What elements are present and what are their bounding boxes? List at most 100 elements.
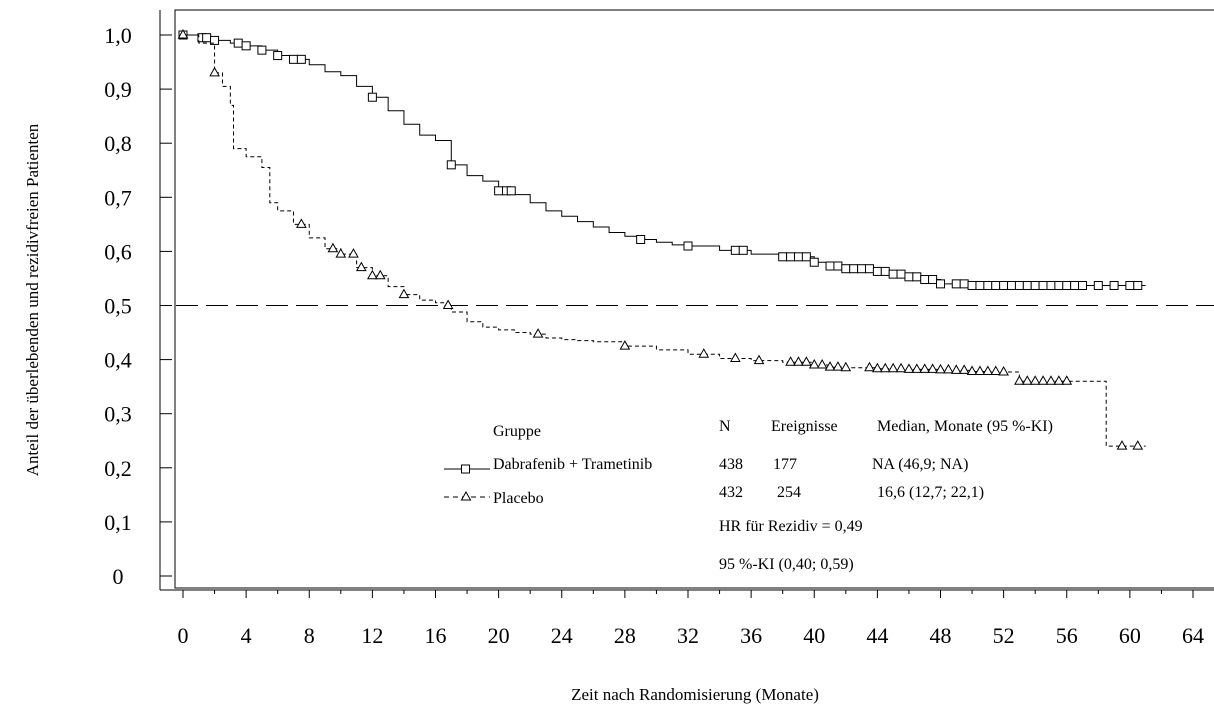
censor-mark-dabrafenib — [506, 186, 516, 196]
censor-mark-placebo — [958, 364, 970, 374]
legend-header-n: N — [719, 418, 731, 435]
censor-mark-dabrafenib — [494, 186, 504, 196]
censor-mark-placebo — [801, 356, 812, 366]
legend-note-ci: 95 %-KI (0,40; 0,59) — [719, 556, 854, 573]
censor-mark-placebo — [816, 358, 828, 369]
censor-mark-dabrafenib — [1125, 280, 1135, 290]
censor-mark-placebo — [840, 361, 852, 372]
censor-mark-placebo — [903, 363, 915, 373]
legend-events-dabrafenib: 177 — [773, 456, 797, 473]
censor-mark-dabrafenib — [241, 41, 251, 51]
censor-mark-dabrafenib — [833, 261, 843, 271]
censor-mark-dabrafenib — [928, 275, 938, 285]
x-tick-label: 56 — [1056, 623, 1078, 648]
x-tick-label: 8 — [304, 623, 315, 648]
censor-mark-placebo — [327, 242, 339, 253]
censor-mark-dabrafenib — [1062, 280, 1072, 290]
series-group — [177, 28, 1146, 450]
censor-mark-placebo — [1053, 375, 1065, 385]
censor-mark-dabrafenib — [778, 252, 788, 262]
censor-mark-dabrafenib — [202, 33, 212, 43]
censor-mark-placebo — [824, 361, 836, 371]
censor-mark-dabrafenib — [683, 241, 693, 251]
y-tick-label: 0,5 — [104, 294, 132, 319]
censor-mark-dabrafenib — [1133, 280, 1143, 290]
censor-mark-dabrafenib — [951, 279, 961, 289]
censor-mark-placebo — [879, 362, 891, 373]
censor-mark-dabrafenib — [983, 280, 993, 290]
censor-mark-placebo — [974, 365, 986, 376]
censor-mark-dabrafenib — [1093, 280, 1103, 290]
censor-mark-placebo — [998, 366, 1009, 376]
censor-mark-placebo — [398, 288, 410, 299]
censor-mark-placebo — [1021, 375, 1033, 385]
censor-mark-dabrafenib — [1007, 280, 1017, 290]
censor-mark-placebo — [753, 354, 765, 365]
x-tick-label: 28 — [614, 623, 636, 648]
y-axis-title: Anteil der überlebenden und rezidivfreie… — [23, 123, 42, 476]
censor-mark-placebo — [698, 348, 710, 358]
censor-mark-placebo — [935, 363, 946, 374]
x-tick-label: 16 — [425, 623, 447, 648]
censor-mark-placebo — [864, 361, 875, 372]
censor-mark-placebo — [374, 269, 386, 280]
x-axis-title: Zeit nach Randomisierung (Monate) — [571, 685, 819, 704]
x-tick-label: 44 — [866, 623, 888, 648]
censor-mark-dabrafenib — [730, 245, 740, 255]
censor-mark-dabrafenib — [904, 272, 914, 282]
x-tick-label: 4 — [241, 623, 252, 648]
censor-mark-dabrafenib — [446, 160, 456, 170]
censor-mark-placebo — [919, 363, 931, 373]
y-tick-label: 1,0 — [104, 23, 132, 48]
censor-mark-dabrafenib — [920, 275, 930, 285]
censor-mark-placebo — [1045, 375, 1057, 385]
censor-mark-dabrafenib — [912, 272, 922, 282]
censor-mark-dabrafenib — [864, 264, 874, 274]
censor-mark-placebo — [785, 356, 796, 366]
censor-mark-dabrafenib — [991, 280, 1001, 290]
censor-mark-placebo — [1132, 440, 1144, 450]
x-tick-label: 40 — [803, 623, 825, 648]
censor-mark-dabrafenib — [872, 266, 882, 276]
x-tick-label: 64 — [1182, 623, 1204, 648]
legend-marker-placebo — [460, 490, 472, 501]
x-tick-label: 24 — [551, 623, 573, 648]
x-tick-label: 12 — [361, 623, 383, 648]
censor-mark-placebo — [348, 248, 359, 258]
censor-mark-dabrafenib — [273, 51, 283, 61]
censor-mark-placebo — [793, 356, 804, 366]
y-tick-label: 0 — [113, 564, 124, 589]
legend-marker-dabrafenib — [461, 464, 470, 474]
axes: 0 4 8 12 16 20 24 28 32 36 40 44 48 52 56 60 641,00,90,8… — [104, 10, 1214, 648]
censor-mark-dabrafenib — [888, 269, 898, 279]
y-tick-label: 0,8 — [104, 131, 132, 156]
censor-mark-placebo — [1061, 375, 1073, 385]
censor-mark-dabrafenib — [367, 92, 377, 102]
x-tick-label: 60 — [1119, 623, 1141, 648]
censor-mark-placebo — [966, 365, 978, 376]
censor-mark-dabrafenib — [1054, 280, 1064, 290]
y-tick-label: 0,7 — [104, 185, 132, 210]
x-tick-label: 0 — [178, 623, 189, 648]
censor-mark-dabrafenib — [880, 266, 890, 276]
censor-mark-dabrafenib — [849, 264, 859, 274]
legend-median-dabrafenib: NA (46,9; NA) — [872, 456, 968, 473]
censor-mark-placebo — [943, 363, 954, 374]
censor-mark-dabrafenib — [975, 280, 985, 290]
censor-mark-dabrafenib — [801, 252, 811, 262]
series-line-dabrafenib — [183, 34, 1146, 286]
censor-mark-dabrafenib — [1078, 280, 1088, 290]
censor-mark-dabrafenib — [1046, 280, 1056, 290]
y-tick-label: 0,9 — [104, 77, 132, 102]
censor-mark-dabrafenib — [936, 279, 945, 289]
censor-mark-placebo — [990, 365, 1002, 376]
legend-n-dabrafenib: 438 — [719, 456, 743, 473]
legend-median-placebo: 16,6 (12,7; 22,1) — [877, 484, 984, 501]
censor-mark-dabrafenib — [896, 269, 906, 279]
x-tick-label: 20 — [488, 623, 510, 648]
x-tick-label: 52 — [993, 623, 1015, 648]
x-tick-label: 32 — [677, 623, 699, 648]
x-tick-label: 48 — [930, 623, 952, 648]
plot-frame — [174, 9, 1214, 589]
